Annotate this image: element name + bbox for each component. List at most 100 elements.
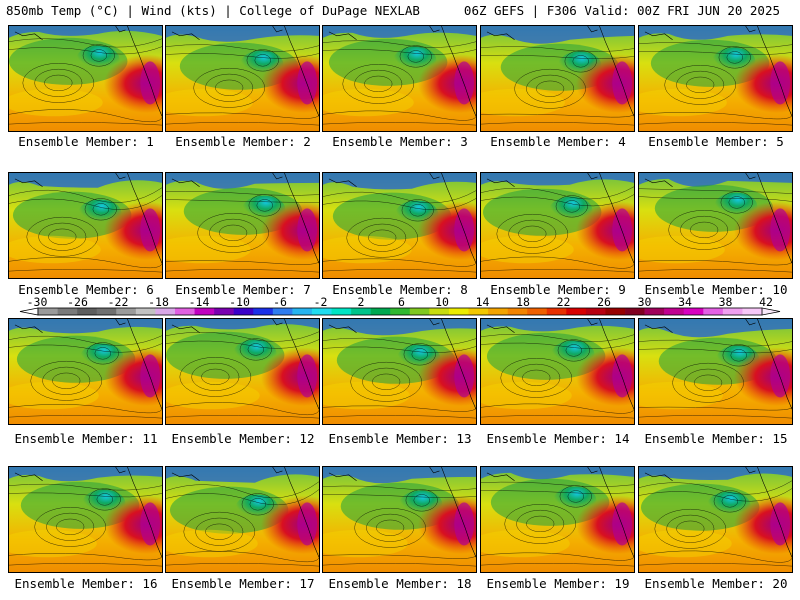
colorbar-tick-label: -30: [27, 296, 48, 309]
colorbar-left-arrow: [19, 307, 39, 316]
colorbar-swatch: [448, 308, 469, 315]
colorbar-tick-label: 26: [597, 296, 611, 309]
ensemble-member-map: [480, 466, 635, 573]
colorbar-tick-label: -14: [189, 296, 210, 309]
colorbar-swatch: [77, 308, 98, 315]
colorbar-swatch: [351, 308, 371, 315]
ensemble-member-map: [322, 25, 477, 132]
colorbar-swatch: [409, 308, 430, 315]
colorbar-swatch: [174, 308, 195, 315]
colorbar-swatch: [253, 308, 274, 315]
ensemble-member-map: [480, 172, 635, 279]
ensemble-member-label: Ensemble Member: 16: [14, 576, 158, 591]
ensemble-member-map: [480, 318, 635, 425]
colorbar-swatch: [644, 308, 665, 315]
colorbar-swatch: [507, 308, 528, 315]
ensemble-member-map: [322, 466, 477, 573]
colorbar-right-arrow: [761, 307, 781, 316]
ensemble-member-label: Ensemble Member: 12: [171, 431, 315, 446]
ensemble-member-label: Ensemble Member: 18: [328, 576, 472, 591]
ensemble-member-label: Ensemble Member: 19: [486, 576, 630, 591]
ensemble-member-label: Ensemble Member: 15: [644, 431, 788, 446]
ensemble-member-map: [322, 318, 477, 425]
ensemble-member-map: [638, 466, 793, 573]
colorbar-tick-label: 22: [557, 296, 571, 309]
colorbar-swatch: [214, 308, 234, 315]
colorbar-tick-label: -18: [148, 296, 169, 309]
colorbar-swatch: [488, 308, 508, 315]
ensemble-member-label: Ensemble Member: 3: [332, 134, 468, 149]
colorbar-tick-label: 18: [516, 296, 530, 309]
colorbar-tick-label: -22: [108, 296, 129, 309]
colorbar-swatch: [96, 308, 117, 315]
ensemble-member-label: Ensemble Member: 11: [14, 431, 158, 446]
ensemble-member-label: Ensemble Member: 13: [328, 431, 472, 446]
colorbar-swatch: [57, 308, 78, 315]
ensemble-member-label: Ensemble Member: 17: [171, 576, 315, 591]
ensemble-member-label: Ensemble Member: 20: [644, 576, 788, 591]
colorbar-swatch: [703, 308, 724, 315]
colorbar-swatch: [585, 308, 606, 315]
colorbar-swatch: [38, 308, 58, 315]
colorbar-tick-label: -26: [67, 296, 88, 309]
ensemble-member-label: Ensemble Member: 2: [175, 134, 311, 149]
colorbar-swatch: [155, 308, 176, 315]
ensemble-member-map: [480, 25, 635, 132]
colorbar-swatch: [233, 308, 254, 315]
ensemble-member-label: Ensemble Member: 9: [490, 282, 626, 297]
header-title-right: 06Z GEFS | F306 Valid: 00Z FRI JUN 20 20…: [463, 3, 780, 18]
colorbar-swatch: [546, 308, 567, 315]
colorbar-swatch: [664, 308, 685, 315]
ensemble-member-map: [165, 25, 320, 132]
colorbar-swatch: [683, 308, 704, 315]
colorbar-swatch: [370, 308, 391, 315]
colorbar-swatch: [331, 308, 352, 315]
colorbar-swatch: [116, 308, 137, 315]
colorbar-swatch: [135, 308, 156, 315]
colorbar-swatch: [292, 308, 313, 315]
colorbar-tick-label: 6: [398, 296, 405, 309]
ensemble-member-map: [638, 172, 793, 279]
ensemble-member-label: Ensemble Member: 1: [18, 134, 154, 149]
colorbar-swatch: [722, 308, 743, 315]
colorbar-tick-label: 34: [678, 296, 692, 309]
ensemble-member-map: [638, 25, 793, 132]
ensemble-member-map: [8, 318, 163, 425]
colorbar-tick-label: -10: [229, 296, 250, 309]
header-title-left: 850mb Temp (°C) | Wind (kts) | College o…: [6, 3, 420, 18]
ensemble-member-label: Ensemble Member: 4: [490, 134, 626, 149]
ensemble-member-map: [8, 172, 163, 279]
ensemble-member-map: [165, 318, 320, 425]
ensemble-member-map: [165, 466, 320, 573]
ensemble-member-map: [8, 466, 163, 573]
ensemble-member-map: [322, 172, 477, 279]
colorbar-swatch: [527, 308, 548, 315]
colorbar-tick-label: 42: [759, 296, 773, 309]
colorbar-swatch: [390, 308, 411, 315]
colorbar-tick-label: 10: [435, 296, 449, 309]
colorbar-tick-label: -2: [314, 296, 328, 309]
ensemble-member-label: Ensemble Member: 8: [332, 282, 468, 297]
colorbar-tick-label: 2: [358, 296, 365, 309]
ensemble-member-label: Ensemble Member: 5: [648, 134, 784, 149]
colorbar-swatch: [311, 308, 332, 315]
colorbar-swatch: [742, 308, 763, 315]
temperature-colorbar: -30 -26 -22 -18 -14 -10 -6 -2 2 6 10 14 18 22 26 30 34 38…: [0, 296, 800, 320]
colorbar-tick-label: 30: [638, 296, 652, 309]
ensemble-member-label: Ensemble Member: 10: [644, 282, 788, 297]
colorbar-swatch: [625, 308, 645, 315]
colorbar-swatch: [272, 308, 293, 315]
colorbar-swatch: [605, 308, 626, 315]
colorbar-tick-label: -6: [273, 296, 287, 309]
ensemble-member-label: Ensemble Member: 6: [18, 282, 154, 297]
ensemble-member-map: [165, 172, 320, 279]
colorbar-tick-label: 14: [476, 296, 490, 309]
ensemble-member-label: Ensemble Member: 14: [486, 431, 630, 446]
colorbar-tick-label: 38: [719, 296, 733, 309]
ensemble-member-label: Ensemble Member: 7: [175, 282, 311, 297]
colorbar-swatch: [194, 308, 215, 315]
ensemble-member-map: [638, 318, 793, 425]
colorbar-swatch: [468, 308, 489, 315]
colorbar-swatch: [429, 308, 450, 315]
ensemble-member-map: [8, 25, 163, 132]
